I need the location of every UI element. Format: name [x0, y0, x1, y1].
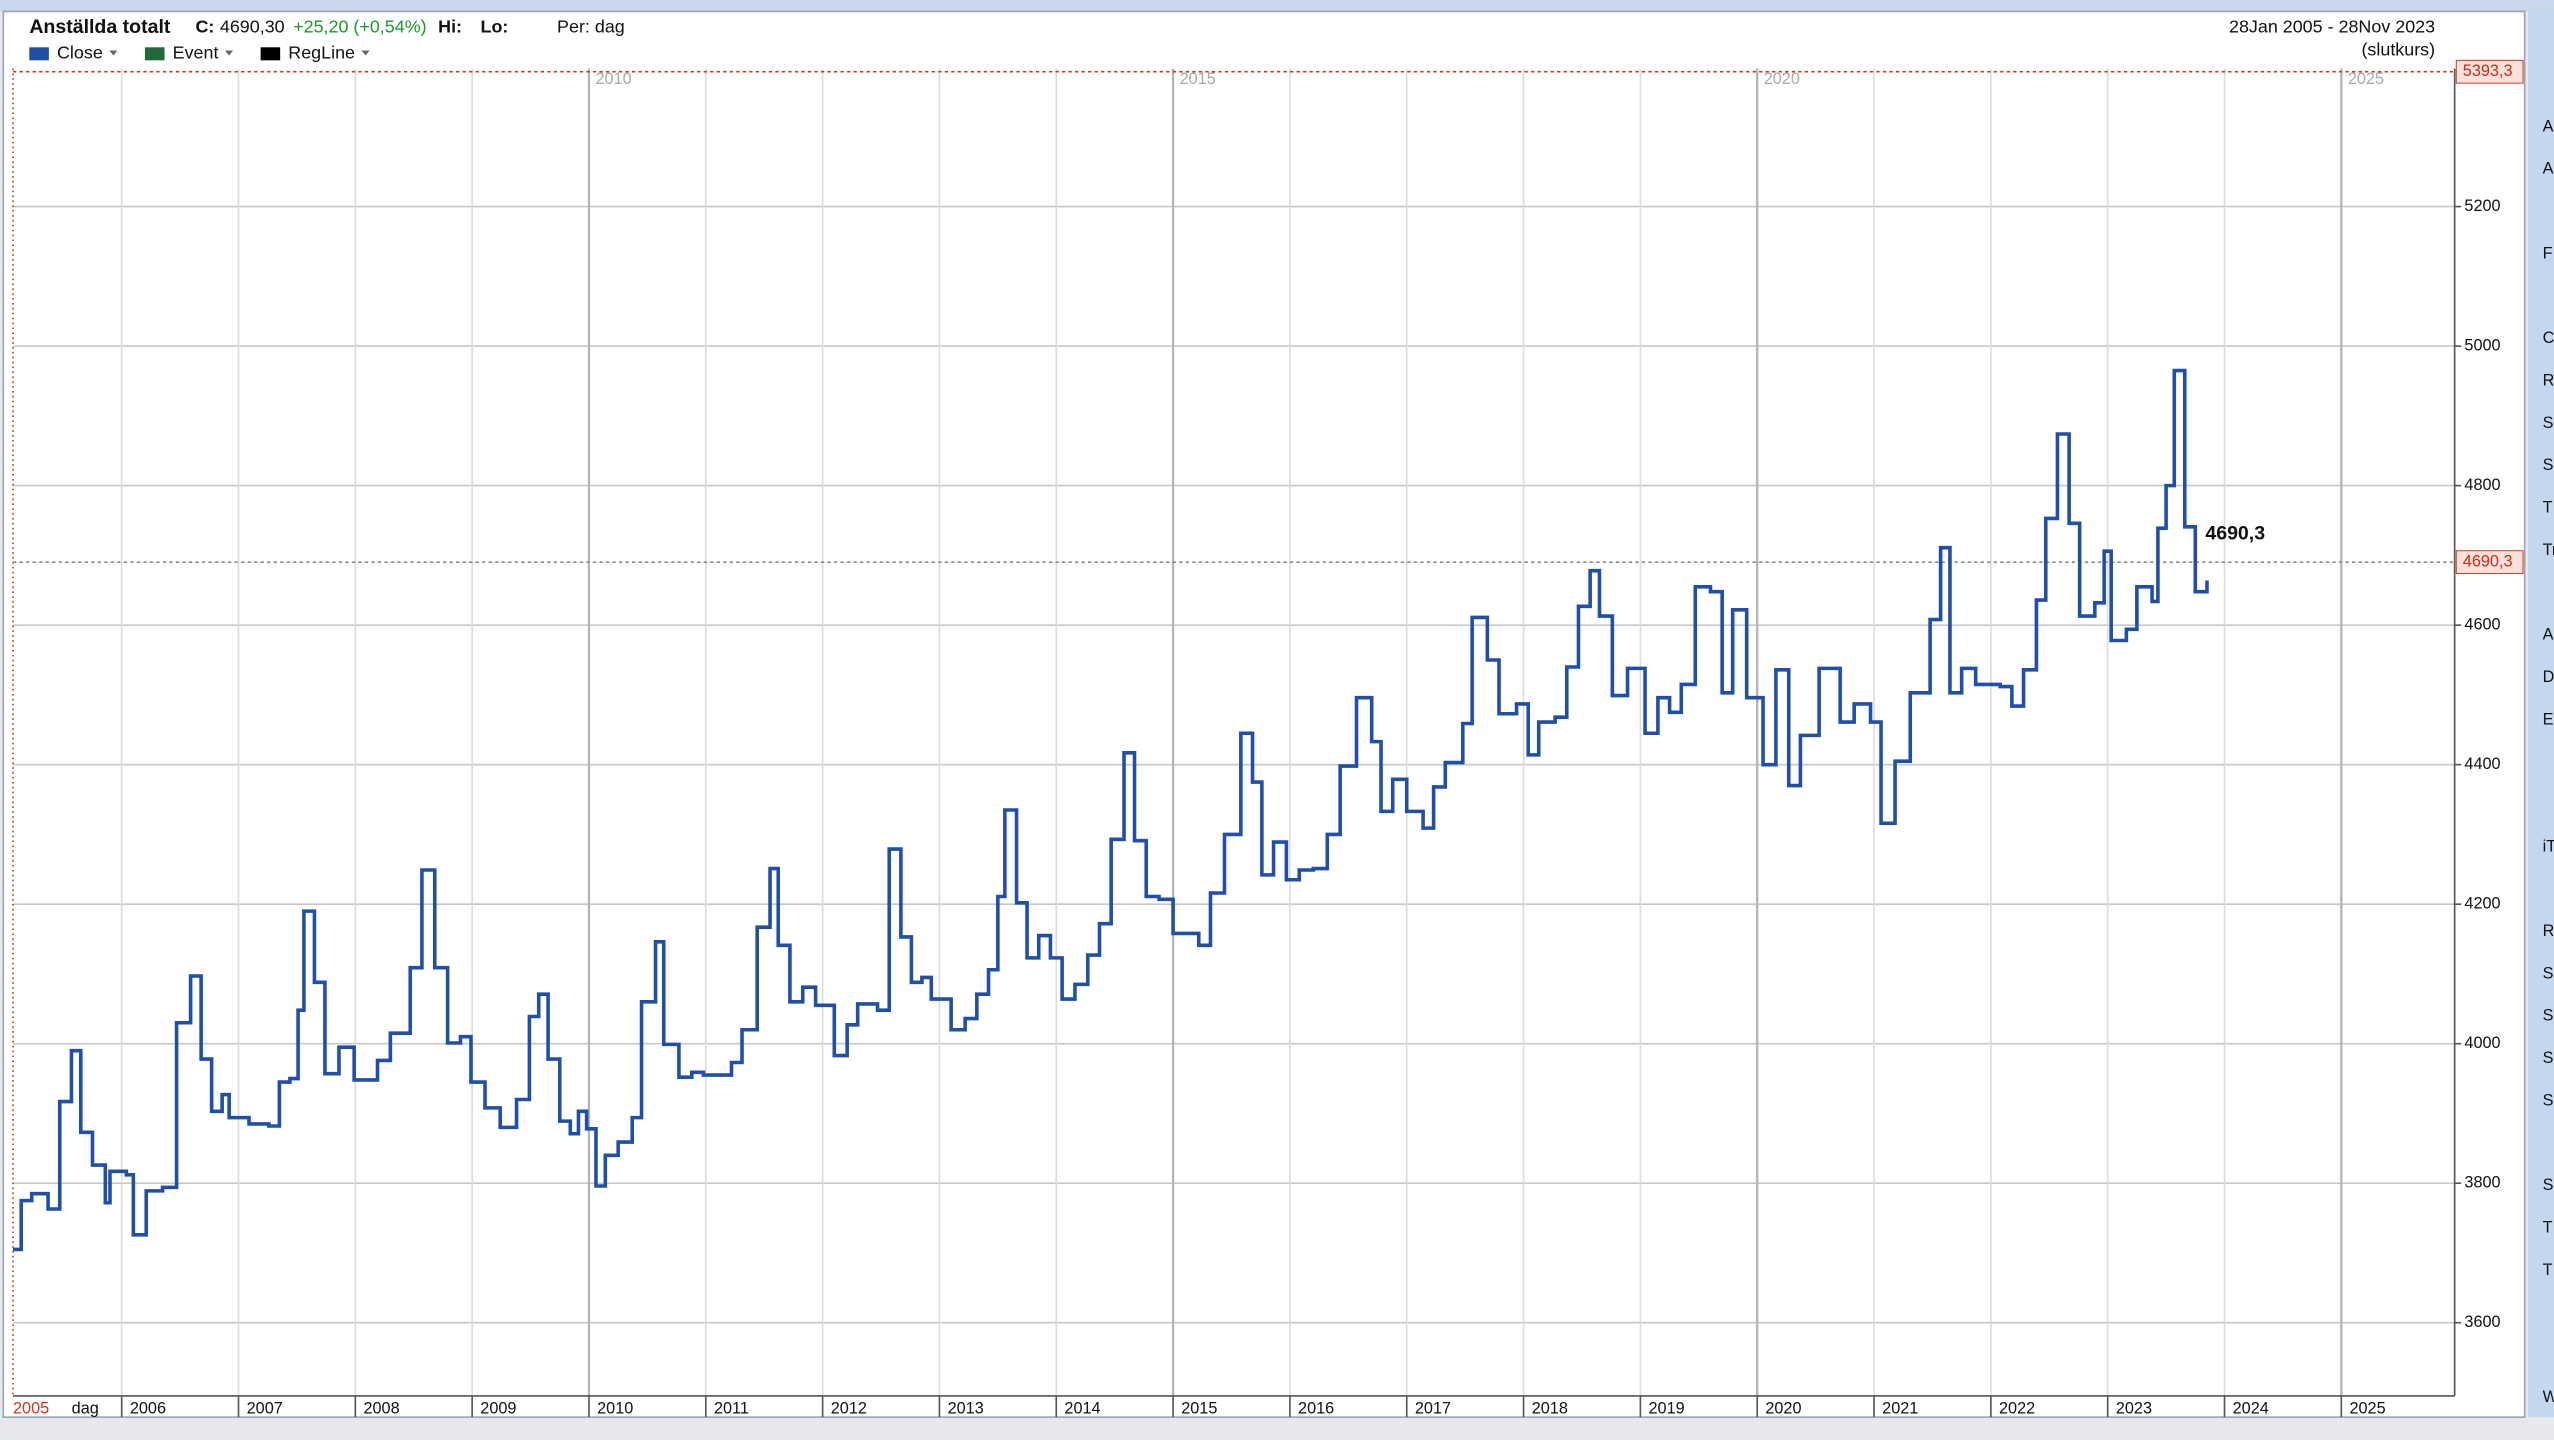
x-tick-label: 2019	[1649, 1399, 1685, 1417]
legend-label[interactable]: Close	[57, 43, 103, 63]
sidebar-item[interactable]: iT	[2543, 837, 2554, 855]
sidebar-item[interactable]: S	[2543, 1091, 2554, 1109]
legend-swatch	[29, 47, 49, 61]
series-line	[13, 368, 2209, 1252]
major-year-label: 2025	[2348, 70, 2384, 88]
x-tick-label: 2022	[1999, 1399, 2035, 1417]
y-tick-label: 4800	[2464, 476, 2500, 494]
marker-box	[2455, 59, 2524, 84]
x-tick-label: 2008	[363, 1399, 399, 1417]
x-tick-label: 2010	[597, 1399, 633, 1417]
sidebar-item[interactable]: Se	[2543, 414, 2554, 432]
y-tick-label: 5200	[2464, 197, 2500, 215]
plot: 3600 3800 4000 4200 4400 4600 4800 5000 5200 2005…	[12, 59, 2524, 1417]
chart-panel	[2, 10, 2526, 1418]
legend-swatch	[144, 47, 165, 61]
sidebar-item[interactable]: S	[2543, 1049, 2554, 1067]
sidebar-item[interactable]: D	[2543, 668, 2554, 686]
sidebar-item[interactable]: W	[2543, 1388, 2554, 1406]
y-tick-label: 4000	[2464, 1034, 2500, 1052]
x-tick-label: 2005	[13, 1399, 49, 1417]
x-tick-label: 2016	[1298, 1399, 1334, 1417]
price-type: (slutkurs)	[2361, 39, 2435, 59]
y-tick-label: 3800	[2464, 1173, 2500, 1191]
sidebar-item[interactable]: S	[2543, 964, 2554, 982]
sidebar-item[interactable]: A	[2543, 117, 2554, 135]
sidebar-item[interactable]: T	[2543, 1218, 2553, 1236]
x-tick-label: 2014	[1064, 1399, 1100, 1417]
y-tick-label: 4600	[2464, 615, 2500, 633]
sidebar-item[interactable]: A	[2543, 160, 2554, 178]
y-tick-label: 4400	[2464, 755, 2500, 773]
sidebar-item[interactable]: RS	[2543, 922, 2554, 940]
x-tick-label: 2006	[130, 1399, 166, 1417]
date-range: 28Jan 2005 - 28Nov 2023	[2229, 16, 2435, 36]
sidebar-item[interactable]: Tr	[2543, 541, 2554, 559]
legend-dropdown[interactable]	[109, 50, 118, 56]
chart-title: Anställda totalt	[29, 16, 171, 38]
sidebar-item[interactable]: A	[2543, 626, 2554, 644]
sidebar-item[interactable]: C	[2543, 329, 2554, 347]
last-value-label: 4690,3	[2205, 523, 2265, 545]
x-tick-label: 2023	[2116, 1399, 2152, 1417]
major-year-label: 2020	[1764, 70, 1800, 88]
legend-dropdown[interactable]	[361, 50, 370, 56]
sidebar	[2527, 11, 2554, 1418]
x-unit-label: dag	[72, 1399, 99, 1417]
x-tick-label: 2025	[2349, 1399, 2385, 1417]
legend-label[interactable]: Event	[173, 43, 219, 63]
x-tick-label: 2017	[1415, 1399, 1451, 1417]
marker-label: 5393,3	[2463, 62, 2513, 80]
top-bar	[0, 0, 2554, 12]
sidebar-item[interactable]: S	[2543, 1007, 2554, 1025]
sidebar-item[interactable]: S	[2543, 1176, 2554, 1194]
x-tick-label: 2018	[1532, 1399, 1568, 1417]
x-tick-label: 2021	[1882, 1399, 1918, 1417]
x-tick-label: 2015	[1181, 1399, 1217, 1417]
marker-box	[2455, 550, 2524, 575]
sidebar-item[interactable]: E	[2543, 710, 2554, 728]
header: Anställda totalt C: 4690,30 +25,20 (+0,5…	[29, 16, 2435, 59]
x-tick-label: 2024	[2233, 1399, 2269, 1417]
x-tick-label: 2020	[1765, 1399, 1801, 1417]
sidebar-item[interactable]: T	[2543, 1261, 2553, 1279]
lo-label: Lo:	[481, 16, 509, 36]
major-year-label: 2015	[1180, 70, 1216, 88]
marker-label: 4690,3	[2463, 552, 2513, 570]
sidebar-item[interactable]: R	[2543, 372, 2554, 390]
major-year-label: 2010	[595, 70, 631, 88]
hi-label: Hi:	[438, 16, 462, 36]
x-tick-label: 2012	[831, 1399, 867, 1417]
legend-dropdown[interactable]	[224, 50, 234, 56]
sidebar-item[interactable]: F	[2543, 244, 2553, 262]
legend-swatch	[260, 47, 281, 61]
sidebar-item[interactable]: S	[2543, 456, 2554, 474]
legend-label[interactable]: RegLine	[288, 43, 355, 63]
sidebar-item[interactable]: T	[2543, 499, 2553, 517]
x-tick-label: 2009	[480, 1399, 516, 1417]
y-tick-label: 5000	[2464, 336, 2500, 354]
x-tick-label: 2013	[948, 1399, 984, 1417]
close-label: C:	[195, 16, 214, 36]
close-value: 4690,30	[220, 16, 285, 36]
y-tick-label: 3600	[2464, 1313, 2500, 1331]
period: Per: dag	[557, 16, 625, 36]
x-tick-label: 2007	[247, 1399, 283, 1417]
change: +25,20 (+0,54%)	[293, 16, 426, 36]
y-tick-label: 4200	[2464, 894, 2500, 912]
x-tick-label: 2011	[714, 1399, 749, 1417]
